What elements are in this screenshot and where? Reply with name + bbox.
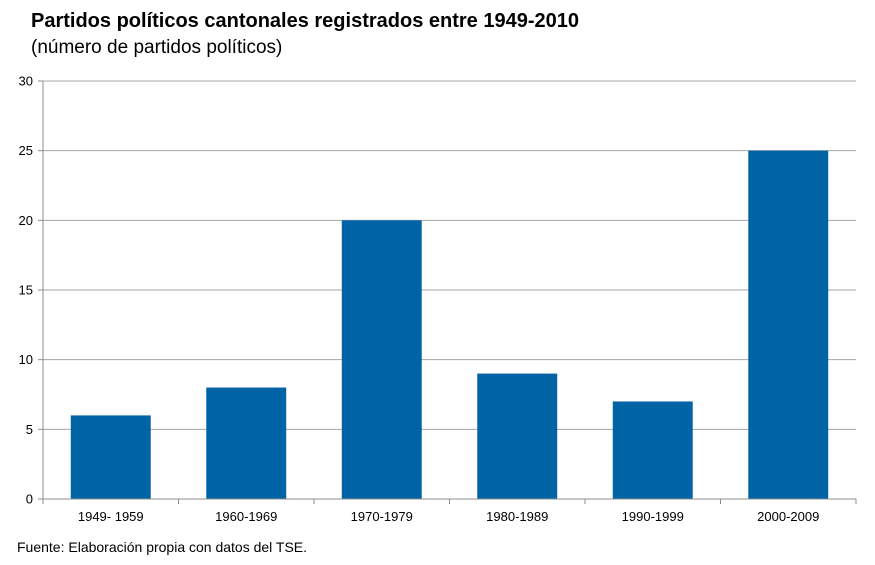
y-tick-labels: 0 5 10 15 20 25 30 (19, 74, 33, 507)
bar (748, 150, 829, 499)
y-tick-label: 20 (19, 213, 33, 228)
bar (612, 401, 693, 499)
x-tick-labels: 1949- 1959 1960-1969 1970-1979 1980-1989 199… (78, 509, 819, 524)
bars (70, 150, 829, 500)
x-tick-label: 1980-1989 (486, 509, 548, 524)
bar (477, 373, 558, 499)
gridlines (38, 80, 856, 500)
source-note: Fuente: Elaboración propia con datos del… (17, 539, 308, 555)
x-tick-label: 1990-1999 (622, 509, 684, 524)
x-tick-label: 2000-2009 (757, 509, 819, 524)
chart-subtitle: (número de partidos políticos) (31, 37, 283, 58)
chart-title: Partidos políticos cantonales registrado… (31, 10, 579, 32)
x-tick-label: 1970-1979 (351, 509, 413, 524)
bar (206, 387, 287, 499)
bar (341, 220, 422, 500)
y-tick-label: 30 (19, 74, 33, 89)
y-tick-label: 0 (26, 492, 33, 507)
y-tick-label: 15 (19, 283, 33, 298)
bar (70, 415, 151, 499)
axes (42, 81, 857, 504)
y-tick-label: 5 (26, 422, 33, 437)
y-tick-label: 10 (19, 352, 33, 367)
x-tick-label: 1949- 1959 (78, 509, 144, 524)
x-tick-label: 1960-1969 (215, 509, 277, 524)
y-tick-label: 25 (19, 143, 33, 158)
